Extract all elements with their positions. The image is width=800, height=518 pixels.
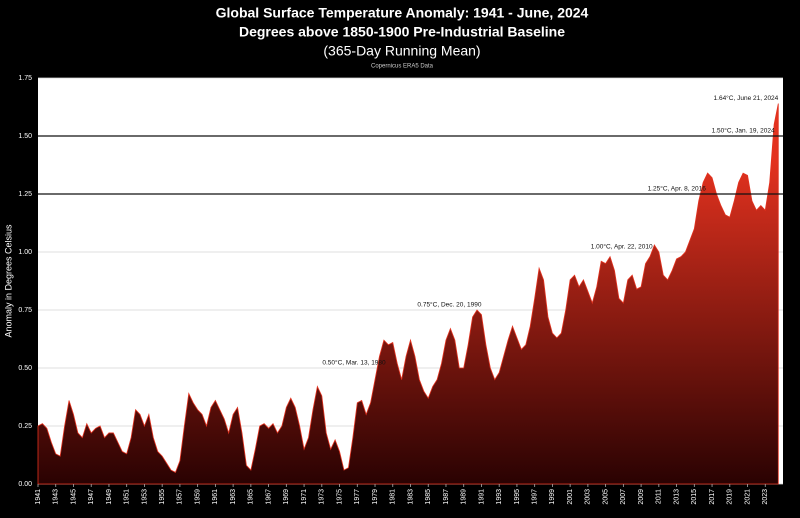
x-tick-label: 1979 (372, 489, 379, 505)
y-tick-label: 0.50 (18, 365, 32, 372)
x-tick-label: 2001 (567, 489, 574, 505)
x-tick-label: 1997 (532, 489, 539, 505)
x-tick-label: 2003 (585, 489, 592, 505)
y-tick-label: 0.75 (18, 307, 32, 314)
x-tick-label: 1959 (194, 489, 201, 505)
x-tick-label: 1951 (124, 489, 131, 505)
x-tick-label: 1977 (354, 489, 361, 505)
x-tick-label: 2015 (691, 489, 698, 505)
annotation: 0.75°C, Dec. 20, 1990 (417, 301, 481, 309)
x-tick-label: 1943 (53, 489, 60, 505)
annotation: 1.50°C, Jan. 19, 2024 (712, 127, 775, 135)
x-tick-label: 1953 (141, 489, 148, 505)
x-tick-label: 2017 (709, 489, 716, 505)
x-tick-label: 1941 (35, 489, 42, 505)
x-tick-label: 2013 (673, 489, 680, 505)
x-tick-label: 1999 (549, 489, 556, 505)
x-tick-label: 1957 (177, 489, 184, 505)
y-tick-label: 0.25 (18, 423, 32, 430)
x-tick-label: 1995 (514, 489, 521, 505)
chart-subtitle: (365-Day Running Mean) (323, 43, 480, 59)
x-tick-label: 1949 (106, 489, 113, 505)
x-tick-label: 1967 (265, 489, 272, 505)
x-tick-label: 1947 (88, 489, 95, 505)
source-note: Copernicus ERA5 Data (371, 64, 434, 70)
annotation: 0.50°C, Mar. 13, 1980 (322, 359, 386, 367)
x-tick-label: 2005 (602, 489, 609, 505)
x-tick-label: 1945 (70, 489, 77, 505)
x-tick-label: 1989 (461, 489, 468, 505)
x-tick-label: 1973 (319, 489, 326, 505)
x-tick-label: 2011 (656, 489, 663, 504)
x-tick-label: 1963 (230, 489, 237, 505)
x-tick-label: 1975 (336, 489, 343, 505)
x-tick-label: 1993 (496, 489, 503, 505)
chart-title: Global Surface Temperature Anomaly: 1941… (216, 5, 589, 21)
temperature-area (37, 103, 779, 485)
annotation: 1.64°C, June 21, 2024 (714, 94, 779, 102)
x-tick-label: 2021 (744, 489, 751, 505)
y-tick-label: 0.00 (18, 481, 32, 488)
x-tick-label: 1971 (301, 489, 308, 505)
x-tick-label: 1983 (407, 489, 414, 505)
y-tick-label: 1.75 (18, 75, 32, 82)
y-tick-label: 1.00 (18, 249, 32, 256)
y-tick-label: 1.50 (18, 133, 32, 140)
chart-subtitle: Degrees above 1850-1900 Pre-Industrial B… (239, 24, 565, 40)
x-tick-label: 1965 (248, 489, 255, 505)
x-tick-label: 1981 (390, 489, 397, 505)
annotation: 1.25°C, Apr. 8, 2016 (648, 185, 707, 193)
x-tick-label: 2009 (638, 489, 645, 505)
x-tick-label: 1987 (443, 489, 450, 505)
x-tick-label: 2007 (620, 489, 627, 505)
annotation: 1.00°C, Apr. 22, 2010 (591, 243, 653, 251)
x-tick-label: 1985 (425, 489, 432, 505)
y-tick-label: 1.25 (18, 191, 32, 198)
x-tick-label: 2019 (727, 489, 734, 505)
x-tick-label: 1991 (478, 489, 485, 505)
x-tick-label: 1955 (159, 489, 166, 505)
x-tick-label: 1969 (283, 489, 290, 505)
x-tick-label: 2023 (762, 489, 769, 505)
x-tick-label: 1961 (212, 489, 219, 505)
y-axis-label: Anomaly in Degrees Celsius (3, 224, 13, 338)
